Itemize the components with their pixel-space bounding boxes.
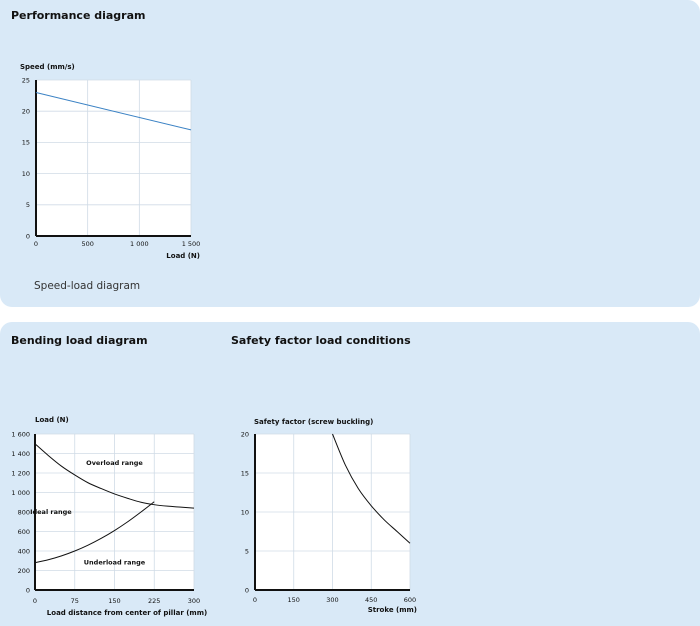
bending-load-y-axis-title: Load (N) <box>35 416 69 424</box>
bending-load-y-tick-label: 0 <box>26 586 30 594</box>
safety-factor-y-tick-label: 15 <box>241 469 249 477</box>
bending-load-y-tick-label: 800 <box>18 508 30 516</box>
speed-load-y-tick-label: 5 <box>26 201 30 209</box>
performance-title: Performance diagram <box>11 9 146 22</box>
safety-factor-y-axis-title: Safety factor (screw buckling) <box>254 418 373 426</box>
bending-load-x-tick-label: 75 <box>71 597 79 605</box>
safety-factor-x-tick-label: 0 <box>253 596 257 604</box>
speed-load-x-axis-title: Load (N) <box>166 252 200 260</box>
bending-load-y-tick-label: 1 200 <box>11 469 30 477</box>
speed-load-x-tick-label: 500 <box>81 240 93 248</box>
safety-title: Safety factor load conditions <box>231 334 411 347</box>
bending-load-y-tick-label: 1 600 <box>11 430 30 438</box>
speed-load-x-tick-label: 0 <box>34 240 38 248</box>
safety-factor-y-tick-label: 0 <box>245 586 249 594</box>
speed-load-y-tick-label: 0 <box>26 232 30 240</box>
bending-load-region-label: Ideal range <box>30 508 72 516</box>
safety-factor-y-tick-label: 10 <box>241 508 249 516</box>
safety-factor-x-tick-label: 150 <box>288 596 300 604</box>
safety-factor-y-tick-label: 5 <box>245 547 249 555</box>
speed-load-y-axis-title: Speed (mm/s) <box>20 63 75 71</box>
safety-factor-x-axis-title: Stroke (mm) <box>368 606 417 614</box>
speed-load-y-tick-label: 15 <box>22 139 30 147</box>
bending-load-y-tick-label: 1 400 <box>11 450 30 458</box>
bending-load-y-tick-label: 1 000 <box>11 489 30 497</box>
bending-load-y-tick-label: 600 <box>18 528 30 536</box>
speed-load-x-tick-label: 1 000 <box>130 240 149 248</box>
speed-load-y-tick-label: 20 <box>22 108 30 116</box>
speed-load-series-line-0 <box>35 91 192 131</box>
bending-load-series-line-1 <box>34 501 155 564</box>
bending-load-region-label: Overload range <box>86 459 143 467</box>
bending-load-x-tick-label: 225 <box>148 597 160 605</box>
bending-load-x-axis-title: Load distance from center of pillar (mm) <box>47 609 207 617</box>
bending-load-region-label: Underload range <box>84 559 146 567</box>
safety-factor-x-tick-label: 450 <box>365 596 377 604</box>
safety-factor-x-tick-label: 300 <box>326 596 338 604</box>
bending-load-series-line-0 <box>34 443 195 509</box>
bending-load-x-tick-label: 300 <box>188 597 200 605</box>
bending-load-y-tick-label: 400 <box>18 547 30 555</box>
speed-load-y-tick-label: 10 <box>22 170 30 178</box>
speed-load-y-tick-label: 25 <box>22 76 30 84</box>
safety-factor-series-line-0 <box>332 433 411 544</box>
bending-load-y-tick-label: 200 <box>18 567 30 575</box>
bending-title: Bending load diagram <box>11 334 148 347</box>
bending-load-x-tick-label: 150 <box>108 597 120 605</box>
safety-factor-x-tick-label: 600 <box>404 596 416 604</box>
speed-load-plot-area <box>36 80 191 236</box>
speed-load-caption: Speed-load diagram <box>34 280 141 292</box>
safety-factor-y-tick-label: 20 <box>241 430 249 438</box>
bending-load-x-tick-label: 0 <box>33 597 37 605</box>
speed-load-x-tick-label: 1 500 <box>182 240 201 248</box>
